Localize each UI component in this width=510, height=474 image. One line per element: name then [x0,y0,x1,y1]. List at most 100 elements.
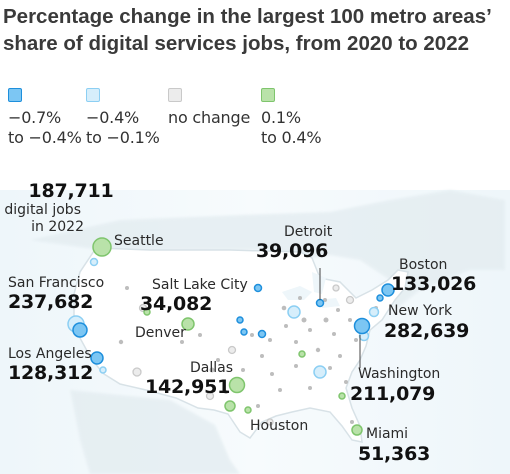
annotation-line-1: digital jobs [4,202,81,218]
metro-bubble [368,306,380,318]
metro-dot [268,338,272,342]
legend-swatch-strong-decrease [8,88,22,102]
metro-dot [198,333,202,337]
metro-dot [260,354,264,358]
canada-landmass [30,190,505,310]
legend-label-2a: −0.4% [86,108,140,127]
metro-dot [278,388,282,392]
legend-label-3a: no change [168,108,251,127]
metro-dot [298,296,302,300]
metro-dot [344,380,348,384]
metro-dot [350,420,354,424]
metro-bubble [298,350,306,358]
city-label-seattle: Seattle [114,233,164,249]
city-label-san-francisco: San Francisco [8,275,104,291]
metro-dot [125,286,129,290]
legend-label-4a: 0.1% [261,108,301,127]
metro-dot [209,367,215,373]
city-value-salt-lake-city: 34,082 [140,293,212,315]
metro-dot [354,338,358,342]
metro-dot [328,366,332,370]
legend-label-1b: to −0.4% [8,128,82,147]
great-lake [282,286,312,300]
legend-swatch-mild-decrease [86,88,100,102]
legend-swatch-no-change [168,88,182,102]
metro-bubble [99,366,107,374]
metro-dot [294,340,298,344]
metro-dot [332,332,336,336]
metro-bubble [227,345,237,355]
metro-bubble-seattle [92,237,112,257]
title-line-1: Percentage change in the largest 100 met… [3,5,492,28]
metro-dot [323,298,327,302]
city-label-salt-lake-city: Salt Lake City [152,277,248,293]
legend: −0.7% to −0.4% −0.4% to −0.1% no change … [0,88,510,158]
metro-dot [256,404,260,408]
city-label-miami: Miami [366,426,408,442]
metro-dot [301,317,307,323]
legend-label-1a: −0.7% [8,108,62,127]
legend-label-2b: to −0.1% [86,128,160,147]
metro-dot [294,364,298,368]
city-value-boston: 133,026 [391,273,476,295]
metro-bubble [205,391,215,401]
metro-bubble-los-angeles [90,351,104,365]
metro-bubble [287,305,301,319]
us-landmass [73,247,409,443]
city-label-houston: Houston [250,418,308,434]
metro-dot [224,390,228,394]
metro-bubble [240,328,248,336]
metro-bubble-denver [181,317,195,331]
metro-bubble [345,295,355,305]
metro-dot [241,368,245,372]
metro-dot [315,347,321,353]
metro-bubble [332,284,340,292]
metro-dot [308,386,312,390]
city-label-detroit: Detroit [284,224,333,240]
metro-dot [250,333,254,337]
metro-dot [284,324,288,328]
city-label-boston: Boston [399,257,447,273]
city-label-denver: Denver [135,325,186,341]
city-value-detroit: 39,096 [256,240,328,262]
metro-dot [281,305,287,311]
metro-bubble [338,392,346,400]
metro-bubble [244,406,252,414]
metro-bubble [313,365,327,379]
title-line-2: share of digital services jobs, from 202… [3,32,470,55]
city-label-dallas: Dallas [190,360,233,376]
increase-bubbles [92,237,363,436]
us-metro-map: 187,711 digital jobs in 2022 Seattle San… [0,180,510,474]
metro-dot [308,328,312,332]
city-value-san-francisco: 237,682 [8,291,93,313]
metro-bubble-miami [351,424,363,436]
metro-bubble-dallas [228,376,246,394]
metro-bubble-boston [381,283,395,297]
legend-label-4b: to 0.4% [261,128,322,147]
metro-dot [336,308,340,312]
metro-dot [348,318,352,322]
annotation-line-2: in 2022 [31,219,84,235]
metro-bubble [266,418,274,426]
metro-dot [216,358,220,362]
metro-bubble-san-francisco [72,322,88,338]
metro-bubble-salt-lake-city [143,308,151,316]
metro-dot [118,339,124,345]
metro-bubble [89,257,99,267]
city-value-new-york: 282,639 [384,320,469,342]
metro-dot [323,317,329,323]
city-value-miami: 51,363 [358,443,430,465]
metro-bubble-new-york [353,317,371,335]
annotation-value: 187,711 [28,180,113,202]
metro-dot [270,372,274,376]
city-label-washington: Washington [358,366,440,382]
metro-bubble [257,329,267,339]
chart-title: Percentage change in the largest 100 met… [3,3,508,57]
strong-decrease-bubbles [72,283,395,365]
no-change-bubbles [132,284,367,426]
city-label-los-angeles: Los Angeles [8,346,92,362]
city-label-new-york: New York [388,303,453,319]
metro-bubble-austin [224,400,236,412]
city-value-dallas: 142,951 [145,376,230,398]
metro-bubble [376,294,384,302]
